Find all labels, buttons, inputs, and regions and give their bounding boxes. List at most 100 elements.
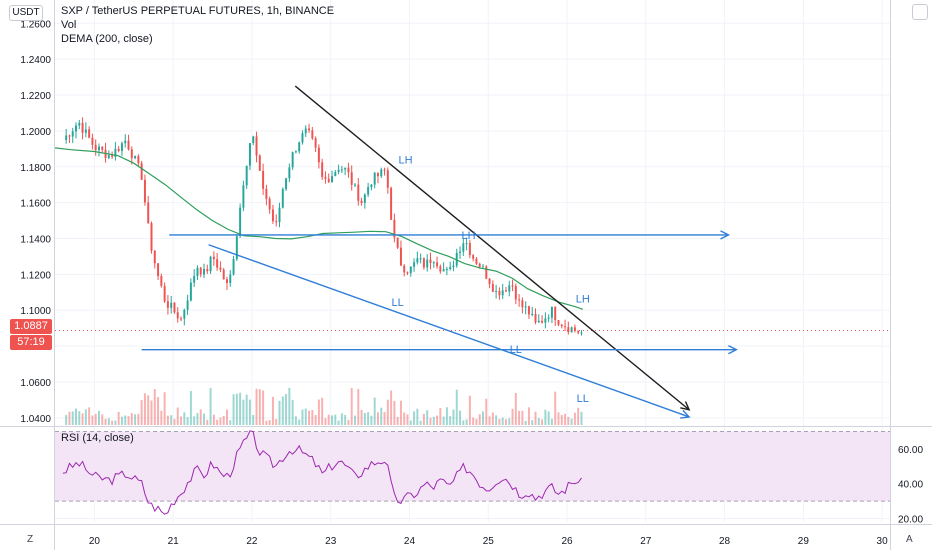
candle-body <box>439 266 442 272</box>
candle-body <box>91 137 94 145</box>
candle-body <box>163 285 166 302</box>
candle-body <box>120 143 123 151</box>
descending-support-trendline[interactable] <box>208 244 690 418</box>
volume-bar <box>65 415 68 425</box>
volume-bar <box>281 396 284 425</box>
volume-bar <box>183 412 186 425</box>
volume-bar <box>308 410 311 425</box>
candle-body <box>232 259 235 275</box>
volume-bar <box>321 397 324 425</box>
volume-bar <box>291 399 294 425</box>
time-axis: 20 21 22 23 24 25 26 27 28 29 30 <box>89 536 888 547</box>
horizontal-support-line-head[interactable] <box>728 344 738 355</box>
volume-bar <box>157 397 160 425</box>
candle-body <box>419 258 422 260</box>
candle-body <box>252 136 255 144</box>
candle-body <box>75 125 77 132</box>
candle-body <box>130 149 133 159</box>
volume-bar <box>245 394 248 425</box>
timezone-button[interactable]: Z <box>27 534 34 545</box>
pattern-label: LH <box>462 230 476 242</box>
volume-bar <box>117 411 120 425</box>
candle-body <box>97 146 100 151</box>
descending-resistance-trendline-head[interactable] <box>680 401 691 411</box>
rsi-band <box>55 431 890 502</box>
candle-body <box>229 274 232 283</box>
dema-line <box>54 147 583 310</box>
volume-bar <box>147 395 150 425</box>
volume-bar <box>380 407 383 425</box>
candle-body <box>416 258 419 263</box>
candle-body <box>573 327 576 331</box>
candle-body <box>485 266 488 279</box>
candle-body <box>173 302 176 313</box>
candle-body <box>409 266 412 274</box>
volume-bar <box>442 416 445 425</box>
candle-body <box>399 247 402 266</box>
candle-body <box>235 236 238 260</box>
pattern-label: LL <box>577 393 589 405</box>
volume-bar <box>268 420 271 425</box>
candle-body <box>265 188 268 199</box>
volume-bar <box>527 407 530 425</box>
volume-bar <box>386 399 389 425</box>
volume-bar <box>134 414 137 425</box>
volume-bar <box>120 416 123 425</box>
volume-bar <box>449 416 452 425</box>
candle-body <box>331 176 334 183</box>
horizontal-resistance-line-head[interactable] <box>720 230 731 240</box>
pattern-labels: LH LH LH LL LL LL <box>392 155 590 406</box>
volume-bar <box>311 410 314 425</box>
candle-body <box>183 309 186 319</box>
currency-button[interactable]: USDT <box>9 5 43 21</box>
settings-button[interactable] <box>912 4 928 20</box>
candle-body <box>495 290 498 292</box>
candle-body <box>275 221 278 223</box>
candle-body <box>65 135 68 140</box>
volume-bar <box>455 389 458 425</box>
descending-support-trendline-head[interactable] <box>680 409 691 419</box>
candle-body <box>560 324 563 327</box>
candle-body <box>488 278 491 284</box>
volume-bar <box>560 414 563 425</box>
candle-body <box>199 267 202 275</box>
trend-drawings[interactable] <box>55 85 890 419</box>
candle-body <box>370 184 373 188</box>
candle-body <box>107 155 110 158</box>
candle-body <box>327 178 330 183</box>
volume-bar <box>521 410 524 425</box>
candle-body <box>203 269 205 275</box>
candle-body <box>541 320 544 323</box>
candle-body <box>534 313 537 323</box>
volume-bar <box>137 413 140 425</box>
candle-body <box>514 286 517 300</box>
volume-bar <box>373 397 376 425</box>
candle-body <box>137 156 140 164</box>
candle-body <box>78 122 81 126</box>
candle-body <box>554 307 557 321</box>
candle-body <box>376 172 379 177</box>
candle-body <box>180 318 183 320</box>
candle-body <box>281 189 284 208</box>
volume-bar <box>78 411 81 425</box>
volume-bar <box>68 411 71 425</box>
candle-body <box>321 162 324 177</box>
volume-bar <box>327 414 330 425</box>
volume-bar <box>248 399 251 425</box>
dema-200-line <box>54 147 583 310</box>
volume-bar <box>347 419 350 425</box>
volume-bar <box>422 413 425 425</box>
price-tick-label: 1.1000 <box>20 306 51 317</box>
auto-scale-button[interactable]: A <box>906 534 913 545</box>
descending-resistance-trendline[interactable] <box>294 85 690 411</box>
volume-bar <box>550 418 553 425</box>
volume-bar <box>439 408 442 425</box>
rsi-label: RSI (14, close) <box>61 432 134 444</box>
volume-bar <box>196 413 199 425</box>
candle-body <box>491 283 494 292</box>
volume-bar <box>350 387 353 425</box>
volume-bar <box>344 414 347 425</box>
price-axis: 1.2600 1.2400 1.2200 1.2000 1.1800 1.1600 1.14… <box>20 19 51 425</box>
candle-body <box>248 143 251 166</box>
